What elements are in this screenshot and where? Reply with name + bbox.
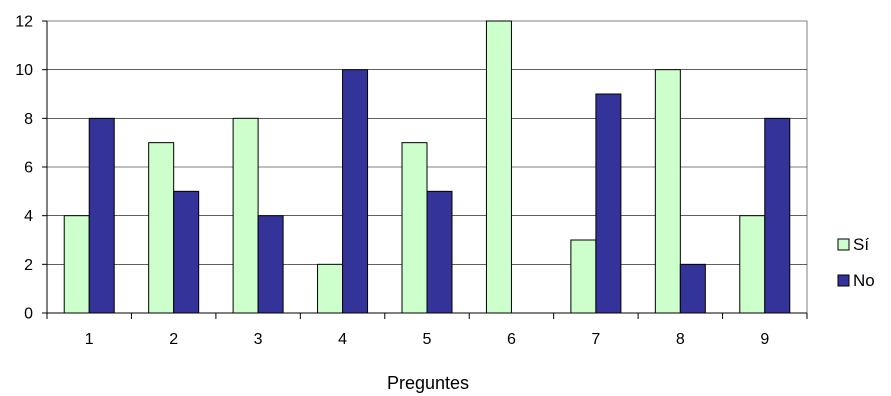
- y-tick-label: 2: [24, 257, 33, 274]
- legend: Sí No: [837, 235, 875, 290]
- axes: [42, 20, 808, 319]
- x-tick-label: 5: [423, 331, 432, 348]
- bar-no: [426, 190, 453, 314]
- legend-label: Sí: [853, 235, 869, 254]
- bar-no: [88, 117, 115, 314]
- bar-no: [173, 190, 200, 314]
- bar-si: [570, 239, 597, 314]
- y-tick-label: 12: [15, 14, 33, 31]
- bar-no: [342, 69, 369, 314]
- bars: [63, 20, 791, 314]
- legend-swatch: [837, 274, 850, 287]
- y-tick-label: 8: [24, 111, 33, 128]
- y-tick-label: 0: [24, 306, 33, 323]
- bar-si: [63, 215, 90, 314]
- x-tick-label: 9: [760, 331, 769, 348]
- x-axis-title: Preguntes: [387, 373, 469, 393]
- y-tick-label: 6: [24, 160, 33, 177]
- y-tick-label: 10: [15, 62, 33, 79]
- bar-si: [485, 20, 512, 314]
- x-tick-label: 6: [507, 331, 516, 348]
- bar-no: [257, 215, 284, 314]
- x-tick-label: 7: [591, 331, 600, 348]
- bar-si: [739, 215, 766, 314]
- x-tick-label: 3: [254, 331, 263, 348]
- x-tick-label: 2: [169, 331, 178, 348]
- x-tick-label: 1: [85, 331, 94, 348]
- x-tick-label: 8: [676, 331, 685, 348]
- bar-no: [679, 263, 706, 314]
- y-tick-labels: 0 2 4 6 8 10 12: [15, 14, 33, 323]
- bar-si: [148, 142, 175, 314]
- y-tick-label: 4: [24, 208, 33, 225]
- bar-si: [232, 117, 259, 314]
- legend-swatch: [837, 238, 850, 251]
- bar-si: [401, 142, 428, 314]
- x-tick-labels: 1 2 3 4 5 6 7 8 9: [85, 331, 770, 348]
- bar-no: [595, 93, 622, 314]
- x-tick-label: 4: [338, 331, 347, 348]
- bar-no: [764, 117, 791, 314]
- legend-label: No: [853, 271, 875, 290]
- bar-si: [654, 69, 681, 314]
- bar-si: [317, 263, 344, 314]
